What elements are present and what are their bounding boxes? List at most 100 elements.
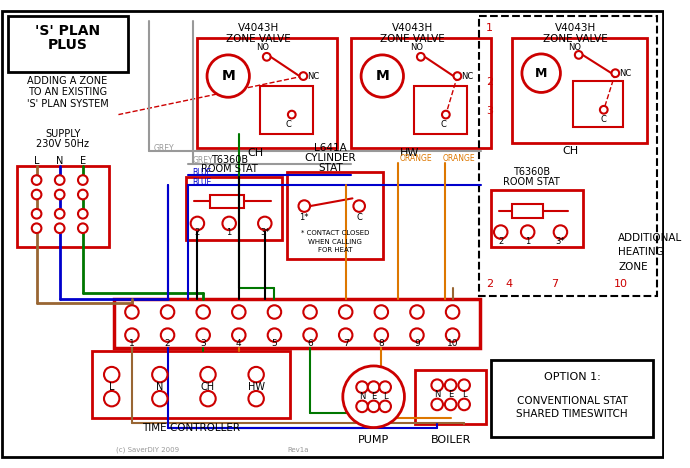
Text: C: C: [286, 120, 292, 129]
Text: 230V 50Hz: 230V 50Hz: [36, 139, 89, 149]
Circle shape: [248, 391, 264, 406]
Text: E: E: [448, 390, 453, 399]
Text: M: M: [221, 69, 235, 83]
Circle shape: [494, 225, 507, 239]
Text: NO: NO: [411, 43, 424, 51]
Text: 2: 2: [498, 237, 504, 246]
Circle shape: [380, 401, 391, 412]
Circle shape: [446, 305, 460, 319]
Text: ORANGE: ORANGE: [443, 154, 475, 163]
Text: 1*: 1*: [299, 213, 309, 222]
Circle shape: [104, 367, 119, 382]
Text: 3*: 3*: [260, 227, 270, 237]
Text: 4: 4: [506, 279, 513, 289]
Bar: [512, 204, 543, 218]
Circle shape: [161, 329, 175, 342]
Text: ORANGE: ORANGE: [400, 154, 432, 163]
Text: 6: 6: [307, 339, 313, 348]
Circle shape: [375, 305, 388, 319]
Text: BOILER: BOILER: [431, 435, 471, 445]
Circle shape: [522, 54, 560, 93]
Circle shape: [304, 305, 317, 319]
Text: ADDING A ZONE: ADDING A ZONE: [28, 76, 108, 86]
Text: N: N: [156, 382, 164, 392]
Circle shape: [268, 329, 282, 342]
Text: CH: CH: [201, 382, 215, 392]
Text: 1: 1: [226, 227, 232, 237]
Circle shape: [152, 367, 168, 382]
Bar: [479, 16, 657, 296]
Text: 10: 10: [447, 339, 458, 348]
Bar: [197, 37, 337, 148]
Bar: [210, 195, 244, 208]
Text: NC: NC: [461, 72, 473, 80]
Text: 1: 1: [129, 339, 135, 348]
Text: HW: HW: [248, 382, 265, 392]
Text: STAT: STAT: [318, 162, 343, 173]
Text: M: M: [375, 69, 389, 83]
Text: FOR HEAT: FOR HEAT: [318, 248, 353, 253]
Text: E: E: [80, 156, 86, 166]
Text: GREY: GREY: [193, 156, 213, 165]
Bar: [287, 172, 383, 259]
Text: PUMP: PUMP: [358, 435, 389, 445]
Circle shape: [521, 225, 535, 239]
Circle shape: [411, 305, 424, 319]
Circle shape: [55, 175, 65, 185]
Text: L: L: [462, 390, 466, 399]
Circle shape: [263, 53, 270, 61]
Text: C: C: [601, 115, 607, 124]
Circle shape: [417, 53, 424, 61]
Text: NO: NO: [569, 43, 582, 51]
Circle shape: [161, 305, 175, 319]
Text: M: M: [535, 66, 547, 80]
Circle shape: [600, 106, 608, 114]
Text: 'S' PLAN SYSTEM: 'S' PLAN SYSTEM: [26, 99, 108, 109]
Circle shape: [207, 55, 249, 97]
Bar: [415, 370, 486, 424]
Text: ZONE VALVE: ZONE VALVE: [380, 34, 444, 44]
Circle shape: [445, 380, 457, 391]
Text: SUPPLY: SUPPLY: [45, 129, 80, 139]
Circle shape: [78, 190, 88, 199]
Text: OPTION 1:: OPTION 1:: [544, 373, 600, 382]
Text: 'S' PLAN: 'S' PLAN: [34, 24, 100, 38]
Bar: [17, 166, 109, 248]
Circle shape: [299, 200, 310, 212]
Circle shape: [431, 399, 443, 410]
Text: 8: 8: [378, 339, 384, 348]
Text: L641A: L641A: [314, 143, 346, 154]
Text: CONVENTIONAL STAT: CONVENTIONAL STAT: [517, 395, 627, 406]
Text: CH: CH: [562, 146, 578, 156]
Bar: [491, 190, 582, 248]
Circle shape: [445, 399, 457, 410]
Text: HW: HW: [400, 148, 419, 158]
Circle shape: [431, 380, 443, 391]
Circle shape: [125, 329, 139, 342]
Text: 9: 9: [414, 339, 420, 348]
Circle shape: [32, 223, 41, 233]
Circle shape: [361, 55, 404, 97]
Circle shape: [380, 381, 391, 393]
Bar: [414, 86, 467, 134]
Circle shape: [197, 305, 210, 319]
Circle shape: [368, 381, 380, 393]
Text: BLUE: BLUE: [193, 168, 212, 177]
Text: (c) SaverDIY 2009: (c) SaverDIY 2009: [115, 446, 179, 453]
Text: ZONE VALVE: ZONE VALVE: [226, 34, 290, 44]
Circle shape: [32, 190, 41, 199]
Circle shape: [32, 209, 41, 219]
Bar: [573, 81, 623, 127]
Text: L: L: [383, 392, 388, 401]
Circle shape: [222, 217, 236, 230]
Text: SHARED TIMESWITCH: SHARED TIMESWITCH: [516, 409, 628, 419]
Text: N: N: [434, 390, 440, 399]
Circle shape: [458, 399, 470, 410]
Circle shape: [190, 217, 204, 230]
Bar: [260, 86, 313, 134]
Text: 3*: 3*: [555, 237, 565, 246]
Text: TO AN EXISTING: TO AN EXISTING: [28, 88, 107, 97]
Text: 2: 2: [486, 279, 493, 289]
Circle shape: [232, 329, 246, 342]
Text: CYLINDER: CYLINDER: [304, 153, 356, 163]
